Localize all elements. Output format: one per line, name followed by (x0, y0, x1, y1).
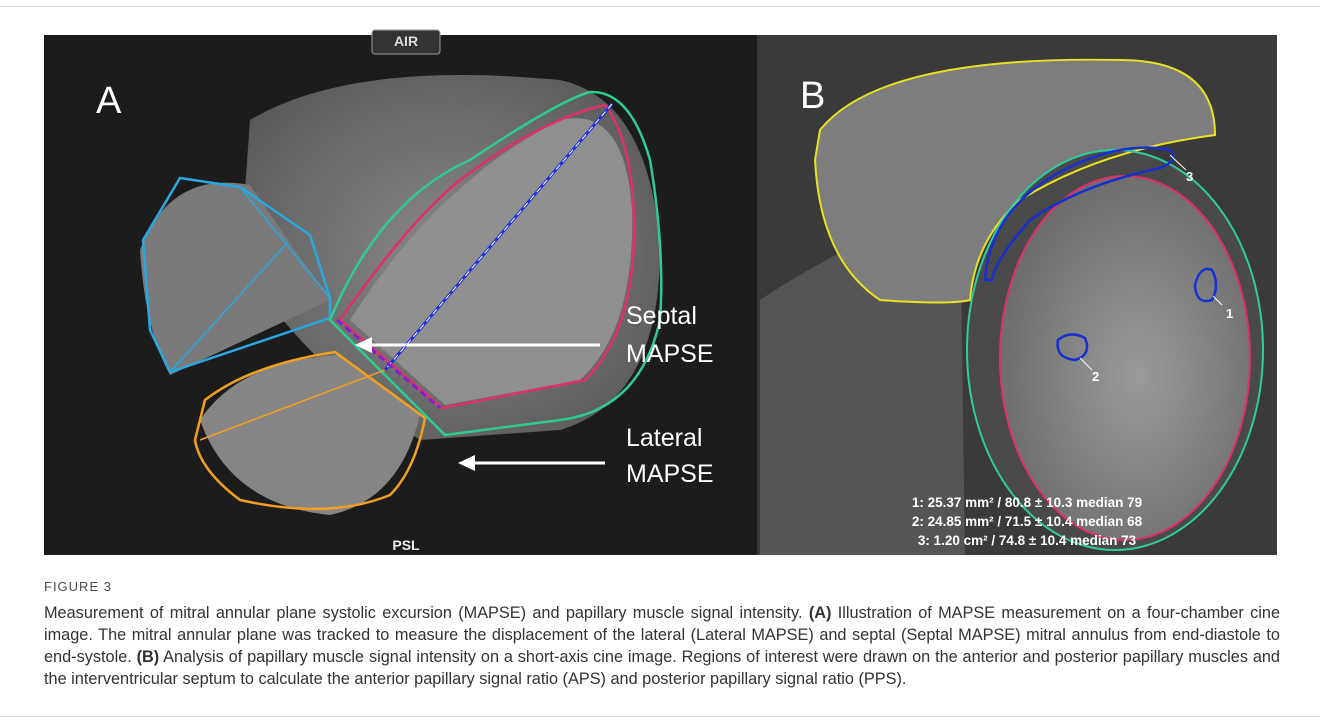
figure-label: FIGURE 3 (44, 579, 112, 594)
tissue (1000, 176, 1250, 540)
bottom-rule (0, 716, 1320, 717)
annotation: MAPSE (626, 460, 714, 488)
annotation: Septal (626, 302, 697, 330)
page: AIR PSL A Septal MAPSE Lateral MAPSE 1 2… (0, 0, 1320, 726)
panel-b: 1 2 3 B 1: 25.37 mm² / 80.8 ± 10.3 media… (757, 35, 1277, 555)
caption-text: Analysis of papillary muscle signal inte… (44, 648, 1280, 688)
figure-images: AIR PSL A Septal MAPSE Lateral MAPSE 1 2… (0, 0, 1320, 560)
bottom-label: PSL (392, 537, 420, 553)
measurement: 1: 25.37 mm² / 80.8 ± 10.3 median 79 (912, 495, 1142, 510)
measurement: 2: 24.85 mm² / 71.5 ± 10.4 median 68 (912, 514, 1143, 529)
panel-label: A (96, 80, 122, 122)
roi-label: 3 (1186, 169, 1193, 184)
caption-text: Measurement of mitral annular plane syst… (44, 604, 809, 622)
caption-text: (B) (137, 648, 160, 666)
roi-label: 1 (1226, 306, 1233, 321)
panel-a: AIR PSL A Septal MAPSE Lateral MAPSE (44, 30, 757, 555)
measurement: 3: 1.20 cm² / 74.8 ± 10.4 median 73 (918, 533, 1137, 548)
panel-label: B (800, 75, 825, 117)
annotation: Lateral (626, 424, 702, 452)
annotation: MAPSE (626, 340, 714, 368)
roi-label: 2 (1092, 369, 1099, 384)
caption: Measurement of mitral annular plane syst… (44, 602, 1280, 690)
caption-text: (A) (809, 604, 832, 622)
top-label: AIR (394, 33, 418, 49)
